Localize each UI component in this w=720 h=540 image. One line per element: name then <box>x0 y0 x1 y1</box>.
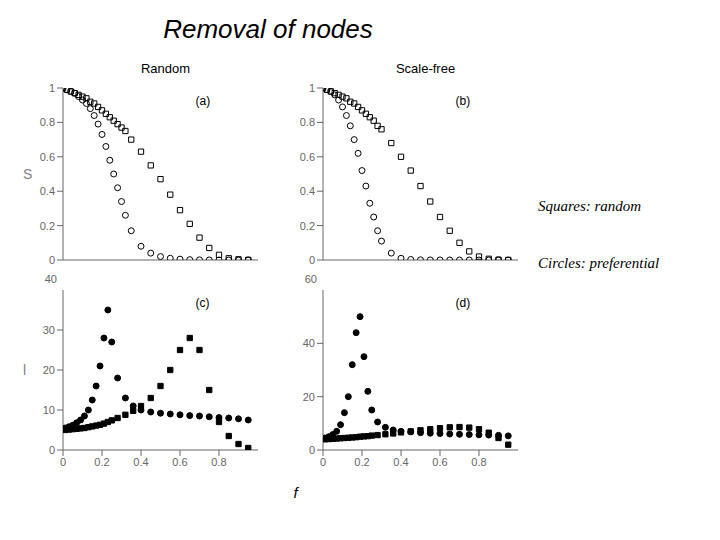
html-text:Random: Random <box>140 61 191 76</box>
svg-text:0.6: 0.6 <box>172 456 187 468</box>
svg-text:0.8: 0.8 <box>40 116 55 128</box>
svg-text:0.4: 0.4 <box>40 185 55 197</box>
svg-text:20: 20 <box>303 391 315 403</box>
svg-text:0: 0 <box>60 456 66 468</box>
html-text:(b): (b) <box>455 94 471 108</box>
svg-text:0.8: 0.8 <box>300 116 315 128</box>
svg-text:1: 1 <box>49 82 55 94</box>
html-text:Removal of nodes: Removal of nodes <box>163 14 373 44</box>
html-text:60: 60 <box>304 273 317 285</box>
svg-text:0: 0 <box>320 456 326 468</box>
svg-text:0: 0 <box>49 444 55 456</box>
svg-text:0: 0 <box>309 254 315 266</box>
html-text:(d): (d) <box>455 296 471 310</box>
svg-text:S: S <box>23 166 32 182</box>
html-text:(a): (a) <box>195 94 211 108</box>
html-text:Squares: random: Squares: random <box>538 198 642 214</box>
svg-text:1: 1 <box>309 82 315 94</box>
svg-text:0.2: 0.2 <box>300 220 315 232</box>
svg-text:30: 30 <box>43 324 55 336</box>
svg-text:20: 20 <box>43 364 55 376</box>
svg-text:0.4: 0.4 <box>133 456 148 468</box>
svg-text:0.4: 0.4 <box>393 456 408 468</box>
svg-text:l: l <box>23 362 26 378</box>
svg-text:0.6: 0.6 <box>300 151 315 163</box>
svg-text:0.8: 0.8 <box>211 456 226 468</box>
svg-text:0.6: 0.6 <box>432 456 447 468</box>
svg-text:0.2: 0.2 <box>354 456 369 468</box>
svg-text:0.4: 0.4 <box>300 185 315 197</box>
html-text:40: 40 <box>44 273 57 285</box>
svg-text:0.6: 0.6 <box>40 151 55 163</box>
svg-text:40: 40 <box>303 337 315 349</box>
svg-text:0.8: 0.8 <box>471 456 486 468</box>
svg-text:10: 10 <box>43 404 55 416</box>
html-text:Scale-free: Scale-free <box>395 61 456 76</box>
html-text:(c): (c) <box>195 296 210 310</box>
svg-text:0.2: 0.2 <box>40 220 55 232</box>
svg-text:0: 0 <box>49 254 55 266</box>
svg-text:0: 0 <box>309 444 315 456</box>
svg-text:0.2: 0.2 <box>94 456 109 468</box>
html-text:f: f <box>293 484 298 501</box>
html-text:Circles: preferential: Circles: preferential <box>538 255 660 271</box>
